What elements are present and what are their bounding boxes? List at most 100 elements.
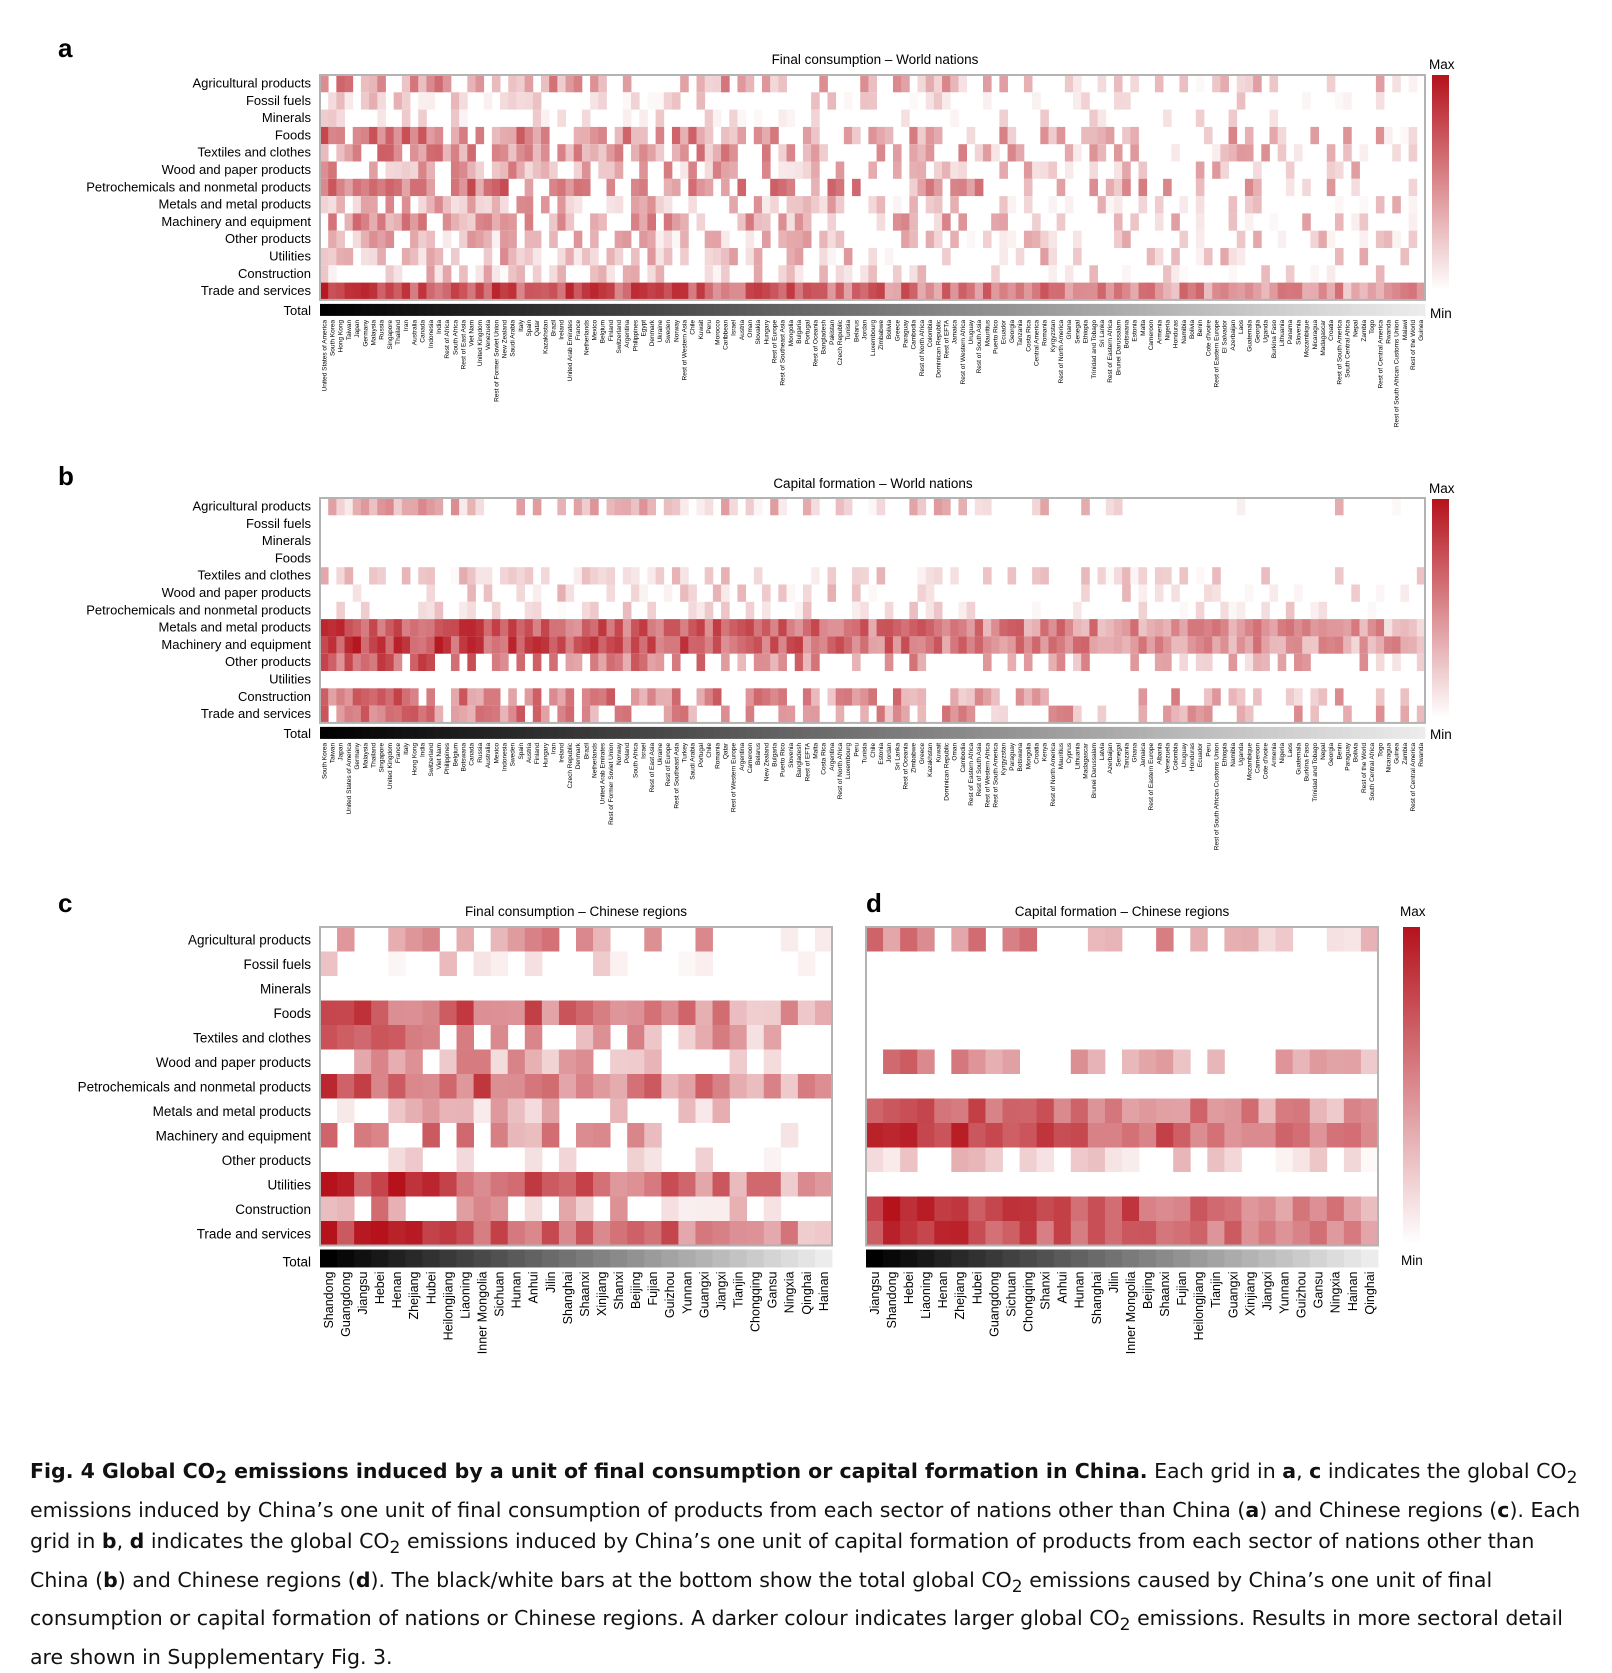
heatmap-cell	[1228, 265, 1238, 283]
heatmap-cell	[1228, 282, 1238, 300]
heatmap-cell	[491, 75, 501, 93]
heatmap-cell	[802, 230, 812, 248]
heatmap-cell	[647, 653, 656, 671]
heatmap-cell	[1122, 230, 1131, 248]
total-cell	[1007, 303, 1017, 316]
heatmap-cell	[622, 567, 632, 585]
row-label: Fossil fuels	[246, 516, 312, 531]
heatmap-cell	[622, 265, 632, 283]
column-label: South Central Africa	[1345, 320, 1352, 378]
total-cell	[958, 303, 968, 316]
heatmap-cell	[1318, 636, 1328, 654]
heatmap-cell	[909, 601, 918, 620]
heatmap-cell	[558, 1196, 577, 1221]
heatmap-cell	[721, 230, 730, 248]
heatmap-cell	[1261, 282, 1270, 300]
heatmap-cell	[1302, 282, 1311, 300]
heatmap-cell	[336, 178, 345, 197]
heatmap-cell	[1019, 927, 1038, 952]
heatmap-cell	[729, 498, 738, 516]
total-cell	[1070, 1249, 1089, 1268]
heatmap-cell	[1002, 1123, 1020, 1148]
heatmap-cell	[1023, 653, 1033, 671]
column-label: Ghana	[1132, 743, 1139, 763]
heatmap-cell	[934, 1098, 952, 1123]
heatmap-cell	[663, 705, 673, 723]
column-label: Zimbabwe	[878, 320, 885, 350]
total-cell	[581, 726, 591, 739]
heatmap-cell	[1032, 161, 1041, 179]
total-cell	[892, 303, 902, 316]
column-label: Hong Kong	[338, 320, 345, 353]
heatmap-cell	[1285, 265, 1295, 283]
heatmap-cell	[369, 75, 378, 93]
heatmap-cell	[1367, 636, 1377, 654]
heatmap-cell	[360, 705, 370, 723]
total-cell	[1224, 1249, 1242, 1268]
heatmap-cell	[892, 265, 902, 283]
heatmap-cell	[1275, 1098, 1294, 1123]
heatmap-cell	[328, 92, 337, 110]
heatmap-cell	[614, 705, 624, 723]
heatmap-cell	[1343, 282, 1352, 300]
heatmap-cell	[337, 1172, 355, 1197]
heatmap-cell	[876, 619, 886, 637]
heatmap-cell	[1275, 927, 1294, 952]
heatmap-cell	[655, 653, 665, 671]
heatmap-cell	[835, 282, 845, 300]
heatmap-cell	[1139, 1221, 1157, 1246]
heatmap-cell	[590, 282, 599, 300]
total-cell	[983, 726, 992, 739]
column-label: Brunei Darussalam	[1115, 320, 1122, 375]
column-label: Guatemala	[1295, 743, 1302, 775]
heatmap-cell	[1261, 144, 1270, 162]
heatmap-cell	[467, 584, 476, 602]
heatmap-cell	[491, 705, 501, 723]
heatmap-cell	[1064, 144, 1074, 162]
total-cell	[565, 726, 575, 739]
total-cell	[1236, 303, 1246, 316]
heatmap-cell	[1334, 636, 1344, 654]
heatmap-cell	[1244, 144, 1254, 162]
heatmap-cell	[883, 1221, 901, 1246]
column-label: Portugal	[804, 319, 811, 344]
total-cell	[966, 726, 976, 739]
heatmap-cell	[678, 1025, 696, 1050]
column-label: Mongolia	[1025, 743, 1032, 770]
column-label: Luxembourg	[870, 320, 877, 357]
heatmap-cell	[516, 161, 526, 179]
panel-title-d: Capital formation – Chinese regions	[1015, 904, 1230, 919]
heatmap-cell	[507, 1221, 526, 1246]
heatmap-cell	[385, 178, 395, 197]
heatmap-cell	[532, 688, 542, 706]
heatmap-cell	[794, 213, 804, 231]
heatmap-cell	[320, 619, 329, 637]
total-cell	[1053, 1249, 1072, 1268]
heatmap-cell	[606, 498, 616, 516]
column-label: Benin	[1336, 743, 1343, 760]
heatmap-cell	[369, 688, 378, 706]
total-cell	[991, 303, 1000, 316]
heatmap-cell	[581, 498, 591, 516]
heatmap-cell	[827, 688, 837, 706]
heatmap-cell	[639, 498, 648, 516]
heatmap-cell	[1326, 144, 1336, 162]
heatmap-cell	[360, 75, 370, 93]
heatmap-cell	[475, 265, 485, 283]
heatmap-cell	[439, 1172, 457, 1197]
heatmap-cell	[1416, 282, 1426, 300]
heatmap-cell	[401, 248, 411, 266]
column-label: Sri Lanka	[1099, 320, 1106, 348]
heatmap-cell	[695, 1147, 713, 1172]
heatmap-cell	[410, 705, 419, 723]
total-cell	[876, 726, 886, 739]
heatmap-cell	[377, 636, 386, 654]
heatmap-cell	[467, 619, 476, 637]
heatmap-cell	[883, 1049, 901, 1074]
heatmap-cell	[991, 282, 1000, 300]
heatmap-cell	[1294, 705, 1303, 723]
heatmap-cell	[508, 688, 517, 706]
heatmap-cell	[1195, 196, 1205, 214]
heatmap-cell	[884, 601, 894, 620]
heatmap-cell	[352, 144, 362, 162]
